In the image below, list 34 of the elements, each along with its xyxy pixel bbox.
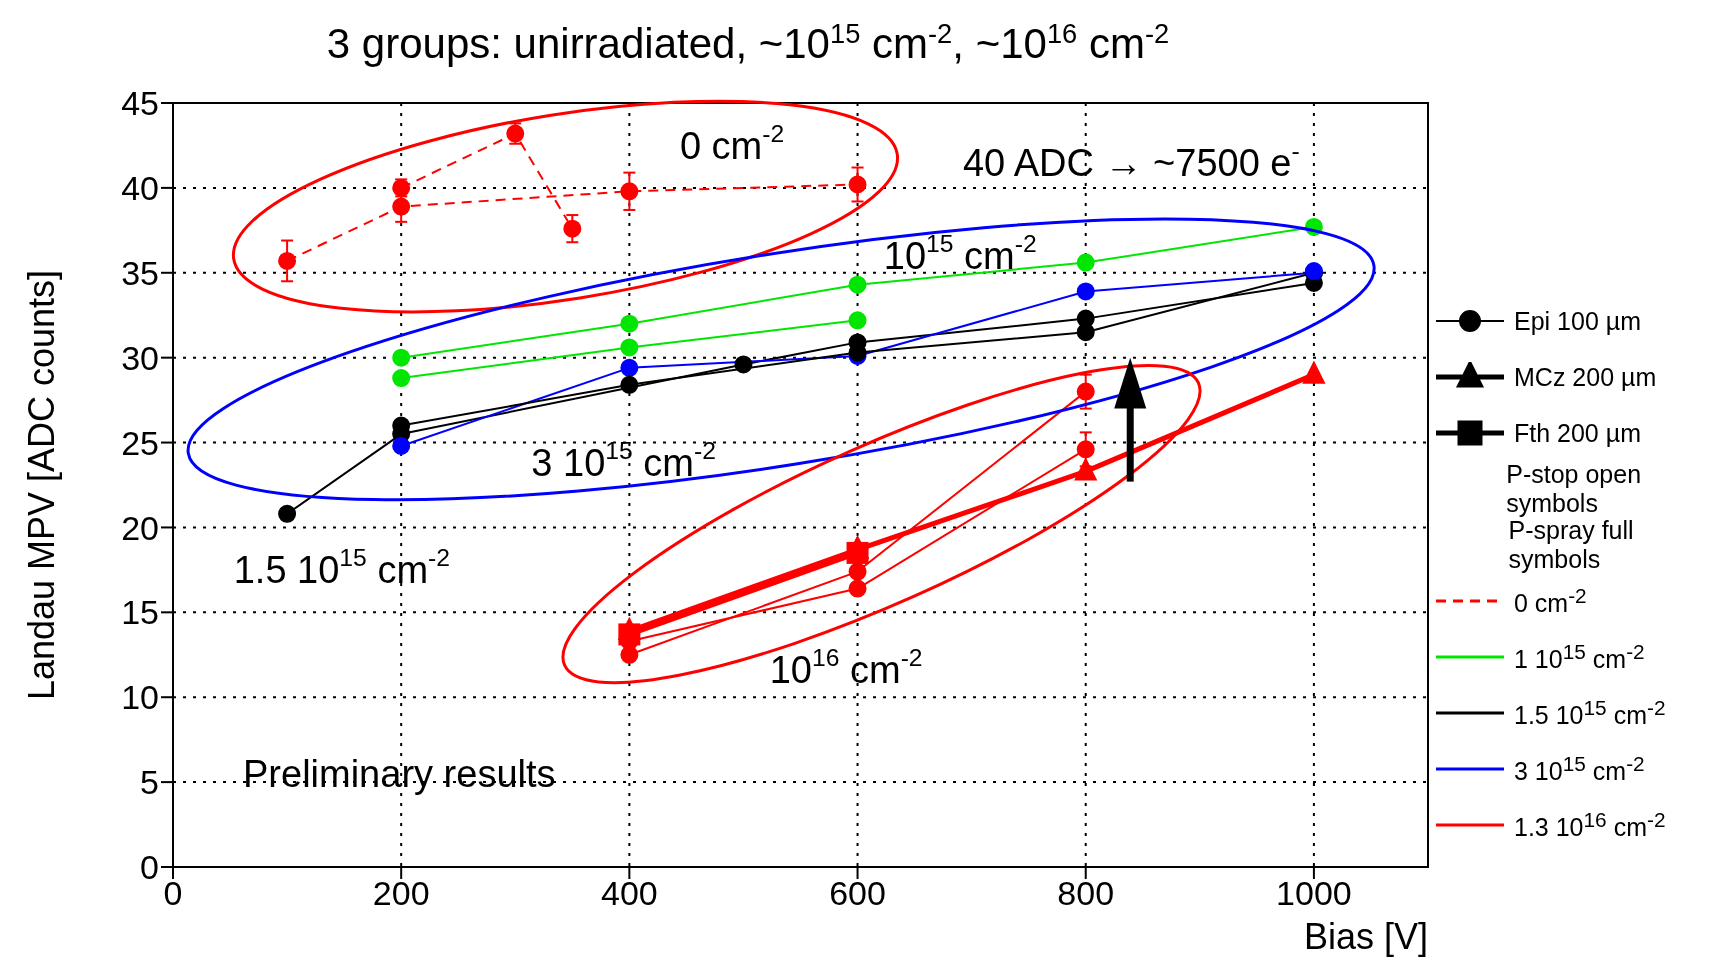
x-tick-label: 600: [829, 874, 886, 913]
x-tick-label: 800: [1057, 874, 1115, 913]
annotation: 10$^{15}$ cm$^{-2}$: [883, 230, 1037, 278]
y-tick-label: 15: [121, 593, 159, 632]
legend-label: 3 10$^{15}$ cm$^{-2}$: [1514, 751, 1645, 787]
y-axis-title: Landau MPV [ADC counts]: [21, 269, 62, 701]
y-tick-label: 30: [121, 338, 159, 377]
x-tick-label: 400: [601, 874, 658, 913]
text: P-spray full symbols: [1508, 516, 1635, 574]
text: Fth 200 µm: [1514, 418, 1641, 448]
y-tick-label: 10: [121, 678, 159, 717]
y-tick-label: 5: [140, 763, 159, 802]
x-axis-title: Bias [V]: [1303, 916, 1428, 957]
y-tick-label: 40: [121, 168, 159, 207]
legend-label: 0 cm$^{-2}$: [1514, 583, 1587, 619]
text: MCz 200 µm: [1514, 362, 1657, 392]
x-tick-label: 1000: [1276, 874, 1352, 913]
x-tick-label: 200: [372, 874, 430, 913]
legend-label: 1 10$^{15}$ cm$^{-2}$: [1514, 639, 1645, 675]
legend-label: 1.3 10$^{16}$ cm$^{-2}$: [1514, 807, 1666, 843]
text: P-stop open symbols: [1506, 460, 1643, 518]
y-tick-label: 45: [121, 84, 159, 123]
text: Epi 100 µm: [1514, 306, 1641, 336]
annotation: 40 ADC → ~7500 e$^{-}$: [963, 136, 1300, 184]
y-tick-label: 35: [121, 253, 159, 292]
y-tick-label: 0: [140, 848, 159, 887]
annotation: 10$^{16}$ cm$^{-2}$: [769, 644, 923, 692]
y-tick-label: 25: [121, 423, 159, 462]
annotation: 0 cm$^{-2}$: [679, 119, 785, 167]
y-tick-label: 20: [121, 508, 159, 547]
legend-label: 1.5 10$^{15}$ cm$^{-2}$: [1514, 695, 1666, 731]
annotation: Preliminary results: [243, 753, 556, 795]
chart-title: 3 groups: unirradiated, ~10$^{15}$ cm$^{-2}$, ~10$^{16}$ cm$^{-2}$: [326, 17, 1170, 67]
annotation: 1.5 10$^{15}$ cm$^{-2}$: [233, 544, 450, 592]
